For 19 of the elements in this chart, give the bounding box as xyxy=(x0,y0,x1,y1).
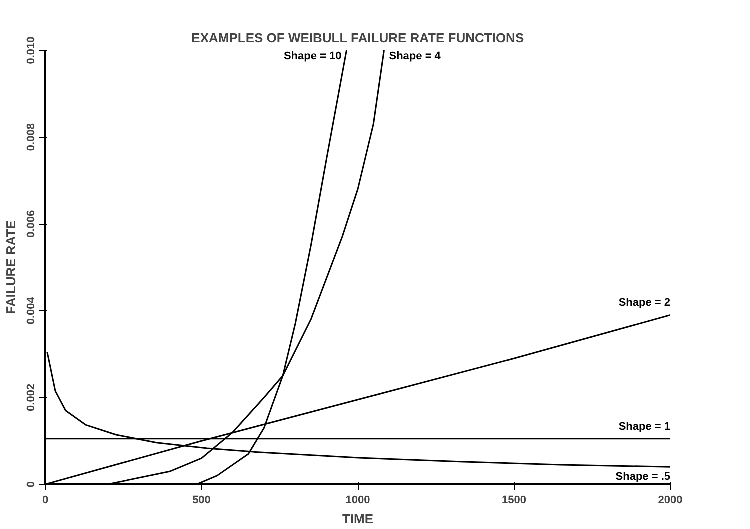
x-tick-label: 1500 xyxy=(502,494,526,506)
x-tick-label: 0 xyxy=(42,494,49,506)
y-tick-label: 0.002 xyxy=(26,384,38,412)
y-tick-label: 0 xyxy=(26,481,38,488)
series-label: Shape = 1 xyxy=(618,420,671,433)
x-tick-label: 1000 xyxy=(346,494,370,506)
chart-title: EXAMPLES OF WEIBULL FAILURE RATE FUNCTIONS xyxy=(192,30,524,46)
x-tick-label: 2000 xyxy=(658,494,683,506)
series-label: Shape = .5 xyxy=(616,471,671,484)
y-tick-label: 0.010 xyxy=(26,36,38,64)
series-label: Shape = 4 xyxy=(389,50,442,62)
x-axis-title: TIME xyxy=(342,512,374,526)
y-tick-label: 0.006 xyxy=(26,210,38,238)
series-label: Shape = 2 xyxy=(618,297,671,310)
y-tick-label: 0.004 xyxy=(26,296,38,325)
y-tick-label: 0.008 xyxy=(26,124,38,152)
series-label: Shape = 10 xyxy=(284,50,342,62)
x-tick-label: 500 xyxy=(192,494,211,506)
y-axis-title: FAILURE RATE xyxy=(4,220,18,314)
